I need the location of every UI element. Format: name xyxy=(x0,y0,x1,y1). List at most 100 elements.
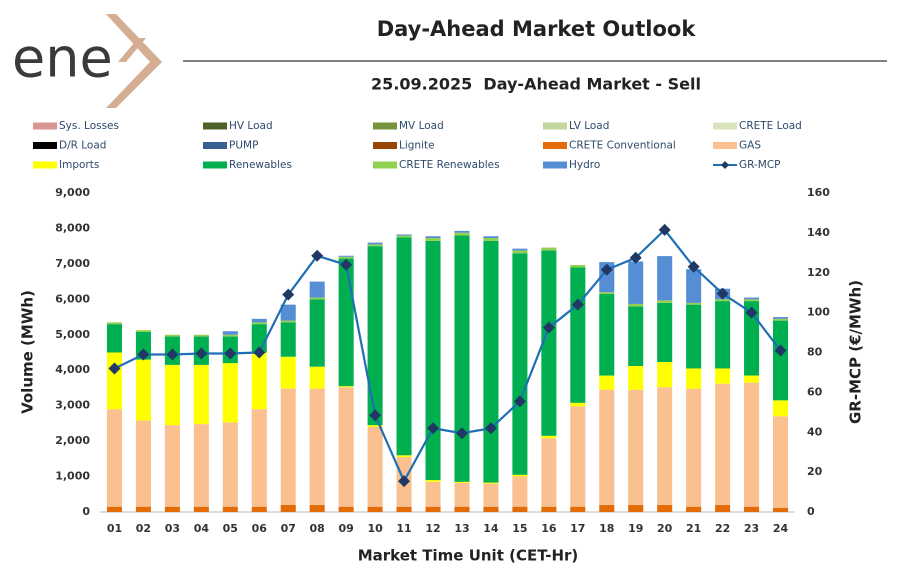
bar-segment xyxy=(135,359,151,421)
bar-segment xyxy=(483,506,499,512)
bar-segment xyxy=(396,234,412,236)
marker xyxy=(716,287,729,300)
marker xyxy=(224,347,237,360)
bar-segment xyxy=(657,387,673,505)
bar-segment xyxy=(686,304,702,369)
bar-segment xyxy=(686,269,702,303)
bar-segment xyxy=(599,504,615,512)
bar-segment xyxy=(657,300,673,303)
marker xyxy=(484,422,497,435)
bar-segment xyxy=(193,334,209,337)
legend-label: MV Load xyxy=(399,120,444,132)
bar-segment xyxy=(367,506,383,512)
legend-label: Sys. Losses xyxy=(59,120,119,132)
x-tick-label: 05 xyxy=(223,522,238,535)
x-tick-label: 07 xyxy=(281,522,296,535)
bar-segment xyxy=(772,318,789,321)
bar-segment xyxy=(367,425,383,427)
bar-segment xyxy=(628,504,644,512)
bar-segment xyxy=(396,506,412,512)
x-tick-label: 11 xyxy=(396,522,411,535)
bar-segment xyxy=(425,236,441,239)
legend-item: GAS xyxy=(713,140,761,152)
bar-segment xyxy=(512,474,528,477)
x-tick-label: 14 xyxy=(483,522,499,535)
bar-segment xyxy=(454,230,470,233)
legend-label: Renewables xyxy=(229,159,292,171)
y-tick-label: 0 xyxy=(82,505,90,518)
marker xyxy=(166,348,179,361)
bar-segment xyxy=(280,356,296,389)
bar-segment xyxy=(280,388,296,505)
x-tick-label: 20 xyxy=(657,522,673,535)
marker xyxy=(108,362,121,375)
legend-item: Renewables xyxy=(203,159,292,171)
bar-segment xyxy=(164,364,180,426)
chart-title: Day-Ahead Market Outlook xyxy=(377,17,697,41)
bar-segment xyxy=(164,425,180,507)
x-tick-label: 23 xyxy=(744,522,759,535)
x-tick-label: 22 xyxy=(715,522,730,535)
y-tick-label: 8,000 xyxy=(55,221,90,234)
x-tick-label: 06 xyxy=(252,522,268,535)
legend-item: D/R Load xyxy=(33,140,106,152)
marker xyxy=(687,260,700,273)
bar-segment xyxy=(280,322,296,357)
bar-segment xyxy=(686,302,702,305)
bar-segment xyxy=(599,389,615,505)
bar-segment xyxy=(222,331,238,335)
legend-label: GR-MCP xyxy=(739,159,781,171)
x-tick-label: 13 xyxy=(454,522,469,535)
bar-segment xyxy=(715,383,731,505)
bar-segment xyxy=(628,365,644,390)
bar-segment xyxy=(570,402,586,407)
bar-segment xyxy=(772,507,789,512)
y2-tick-label: 120 xyxy=(807,266,830,279)
y2-tick-label: 20 xyxy=(807,465,823,478)
bar-segment xyxy=(772,317,789,319)
bar-segment xyxy=(744,299,760,302)
y2-tick-label: 40 xyxy=(807,425,823,438)
marker xyxy=(311,249,324,262)
marker xyxy=(629,251,642,264)
bar-segment xyxy=(628,389,644,505)
x-tick-label: 18 xyxy=(599,522,614,535)
bar-segment xyxy=(715,368,731,384)
bar-segment xyxy=(193,506,209,512)
marker xyxy=(600,263,613,276)
legend-marker xyxy=(721,161,729,169)
marker xyxy=(253,346,266,359)
bar-segment xyxy=(744,506,760,512)
y-tick-label: 6,000 xyxy=(55,292,90,305)
marker xyxy=(745,306,758,319)
marker xyxy=(455,427,468,440)
legend-label: Hydro xyxy=(569,159,600,171)
bar-segment xyxy=(570,264,586,268)
bar-segment xyxy=(599,375,615,390)
legend-item: Hydro xyxy=(543,159,600,171)
bar-segment xyxy=(715,504,731,512)
bar-segment xyxy=(164,334,180,337)
bar-segment xyxy=(512,253,528,475)
legend-item: PUMP xyxy=(203,140,258,152)
bar-segment xyxy=(483,483,499,507)
bar-segment xyxy=(686,506,702,512)
bar-segment xyxy=(367,244,383,247)
legend-swatch xyxy=(373,122,397,130)
y2-tick-label: 100 xyxy=(807,306,830,319)
legend-swatch xyxy=(203,122,227,130)
bar-segment xyxy=(338,256,354,259)
legend-label: HV Load xyxy=(229,120,273,132)
x-tick-label: 24 xyxy=(773,522,789,535)
legend-swatch xyxy=(203,142,227,149)
bar-segment xyxy=(338,387,354,507)
bar-segment xyxy=(280,504,296,512)
y2-tick-label: 60 xyxy=(807,385,823,398)
legend-label: PUMP xyxy=(229,140,258,152)
bar-segment xyxy=(483,238,499,241)
marker xyxy=(571,298,584,311)
legend-swatch xyxy=(543,122,567,130)
y2-tick-label: 140 xyxy=(807,226,830,239)
bar-segment xyxy=(541,506,557,512)
